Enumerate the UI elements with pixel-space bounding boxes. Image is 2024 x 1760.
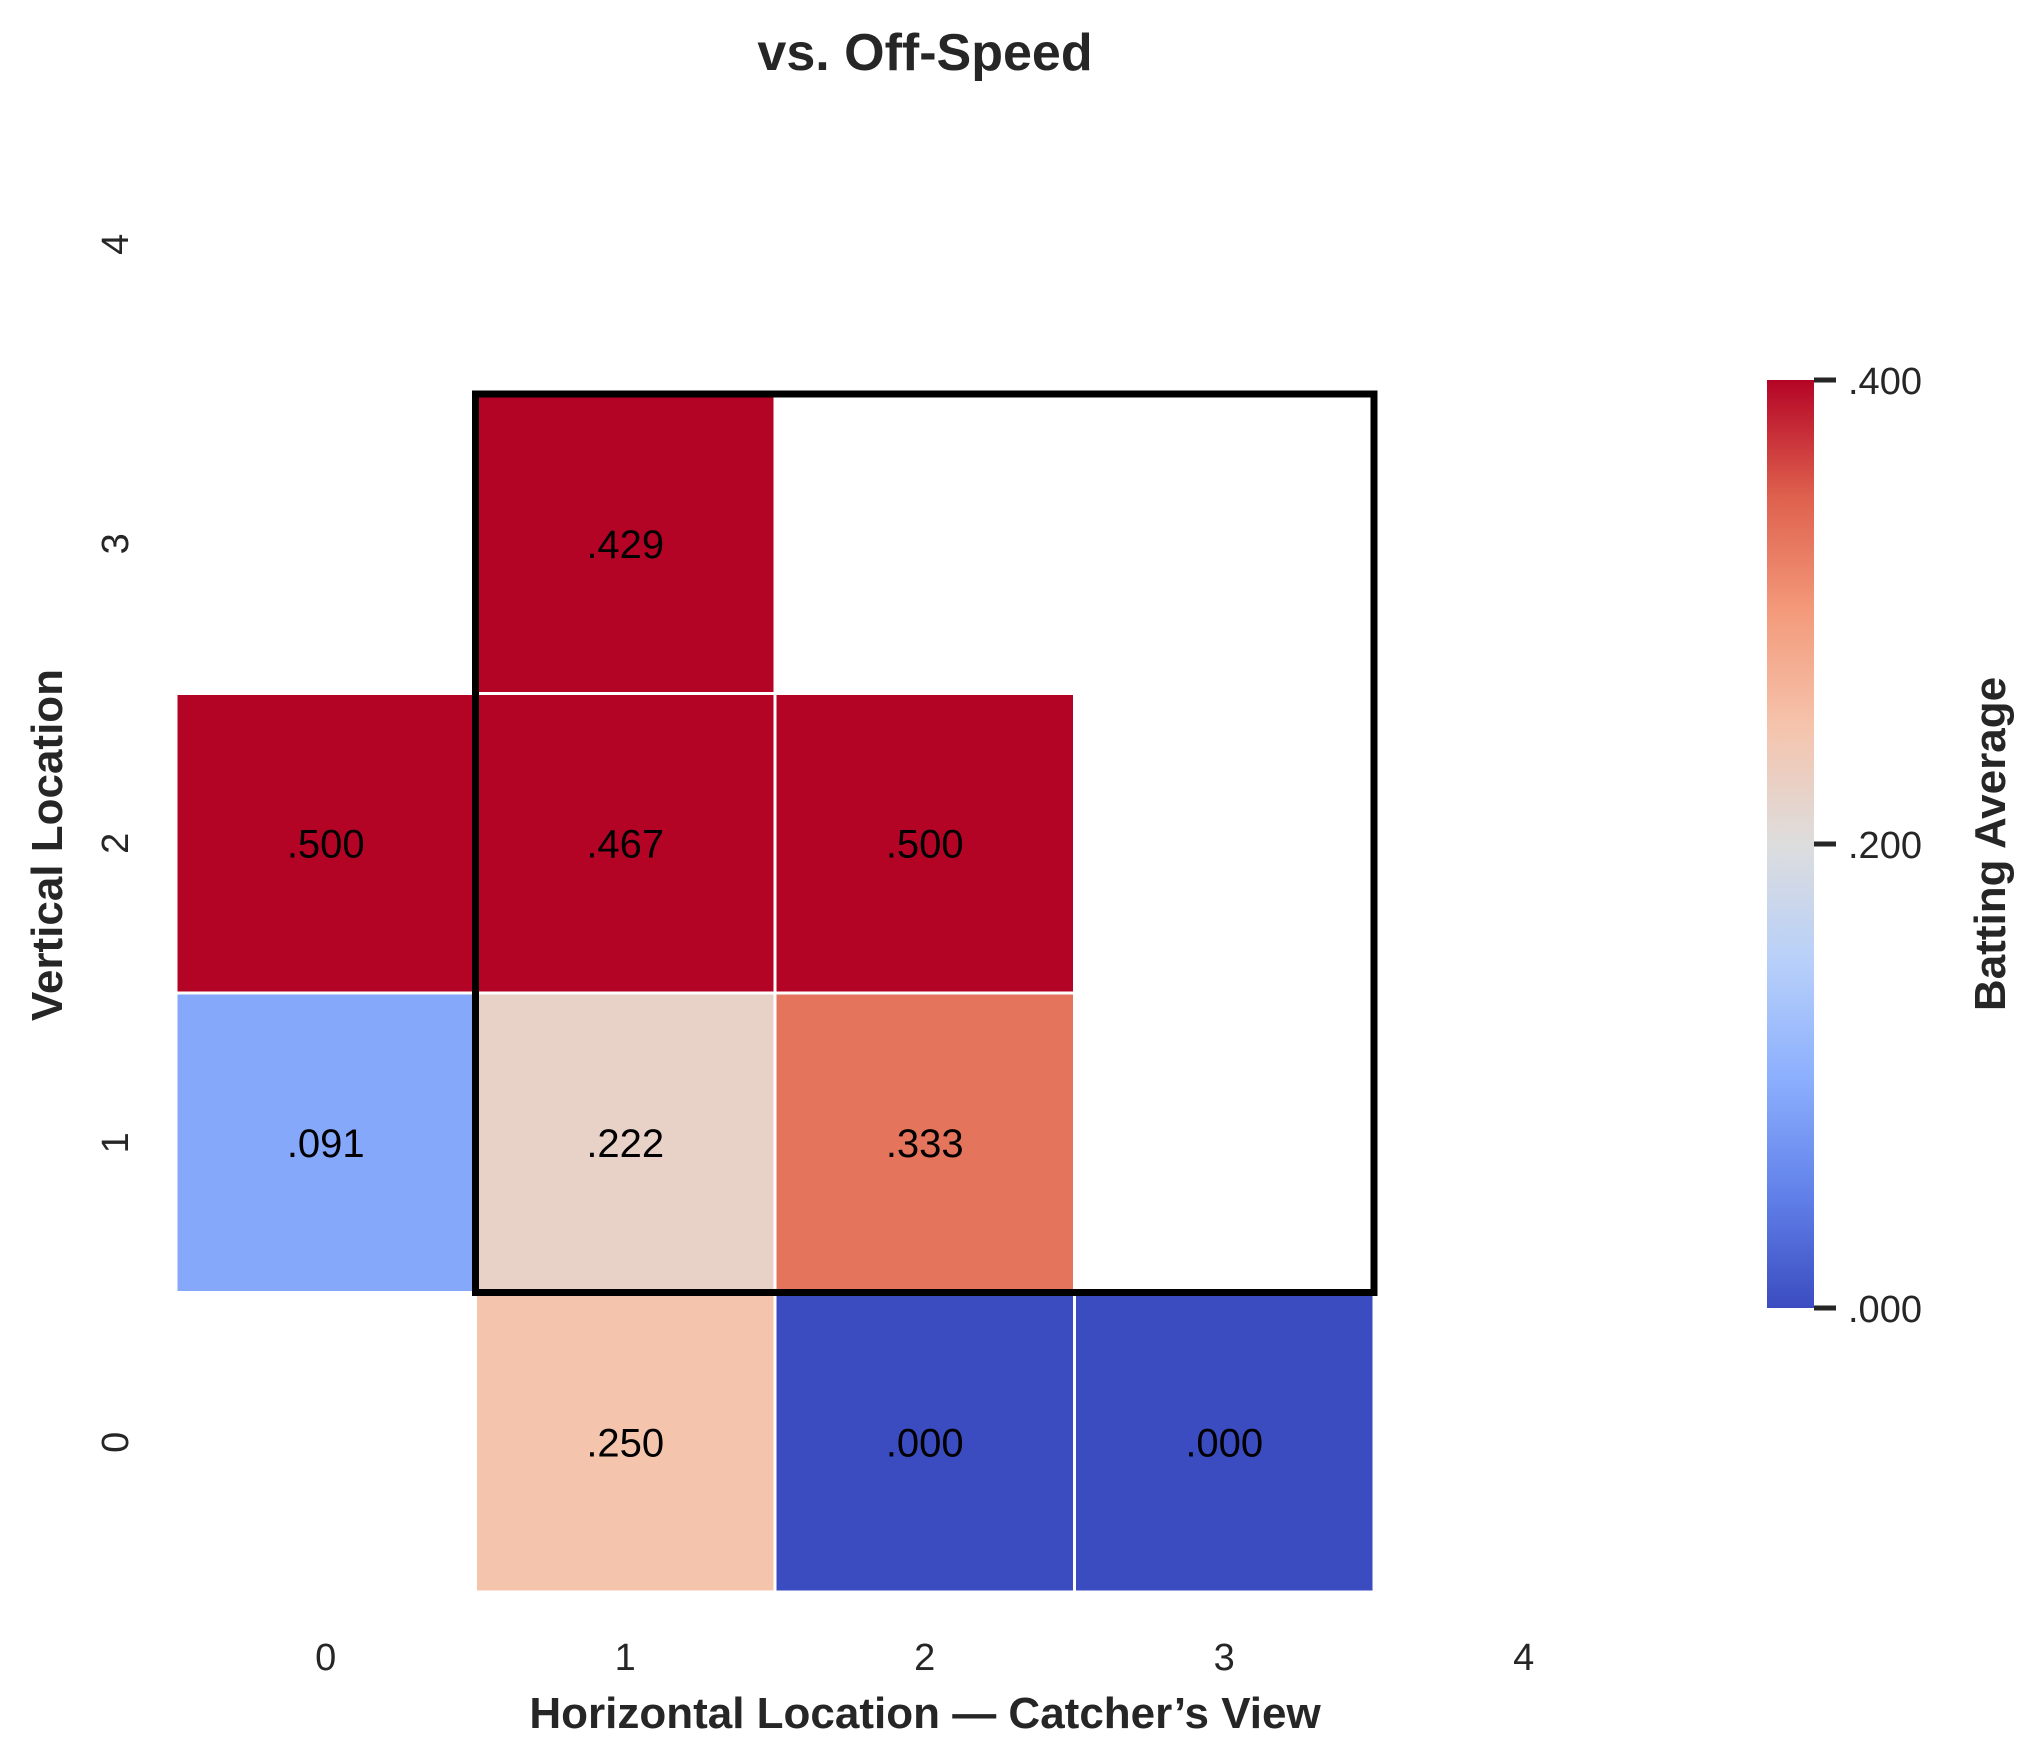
heatmap-cell <box>474 392 777 695</box>
colorbar: .000 .200 .400 Batting Average <box>1767 361 2015 1331</box>
y-tick-label: 1 <box>95 1132 137 1153</box>
heatmap-cell <box>474 1291 777 1594</box>
x-tick-label: 3 <box>1214 1637 1235 1679</box>
colorbar-label: Batting Average <box>1966 677 2015 1011</box>
heatmap-cell <box>174 991 477 1294</box>
y-axis-ticks: 0 1 2 3 4 <box>95 234 137 1453</box>
cell-value-label: .000 <box>1185 1421 1263 1465</box>
colorbar-tick-label: .200 <box>1848 825 1922 867</box>
y-tick-label: 0 <box>95 1432 137 1453</box>
colorbar-gradient <box>1767 380 1814 1308</box>
x-tick-label: 0 <box>315 1637 336 1679</box>
cell-value-label: .222 <box>586 1122 664 1166</box>
chart-title: vs. Off-Speed <box>757 24 1092 82</box>
cell-value-label: .333 <box>886 1122 964 1166</box>
cell-value-labels: .429 .500 .467 .500 .091 .222 .333 .250 .000 .000 <box>287 523 1263 1466</box>
y-tick-label: 4 <box>95 234 137 255</box>
heatmap-cell <box>773 1291 1076 1594</box>
cell-value-label: .500 <box>287 822 365 866</box>
cell-value-label: .000 <box>886 1421 964 1465</box>
x-axis-ticks: 0 1 2 3 4 <box>315 1637 1534 1679</box>
y-axis-label: Vertical Location <box>23 669 72 1021</box>
colorbar-tick-label: .400 <box>1848 361 1922 403</box>
cell-value-label: .091 <box>287 1122 365 1166</box>
y-tick-label: 3 <box>95 533 137 554</box>
x-axis-label: Horizontal Location — Catcher’s View <box>529 1689 1321 1738</box>
heatmap-cell <box>474 692 777 995</box>
heatmap-cell <box>474 991 777 1294</box>
cell-value-label: .250 <box>586 1421 664 1465</box>
colorbar-ticks: .000 .200 .400 <box>1814 361 1922 1331</box>
heatmap-cell <box>773 692 1076 995</box>
heatmap-cell <box>174 692 477 995</box>
cell-value-label: .467 <box>586 822 664 866</box>
heatmap-cells <box>174 392 1376 1594</box>
x-tick-label: 4 <box>1513 1637 1534 1679</box>
colorbar-tick-label: .000 <box>1848 1289 1922 1331</box>
strike-zone-box <box>472 390 1378 1296</box>
cell-value-label: .429 <box>586 523 664 567</box>
heatmap-cell <box>1073 1291 1376 1594</box>
x-tick-label: 1 <box>615 1637 636 1679</box>
cell-value-label: .500 <box>886 822 964 866</box>
y-tick-label: 2 <box>95 833 137 854</box>
x-tick-label: 2 <box>914 1637 935 1679</box>
